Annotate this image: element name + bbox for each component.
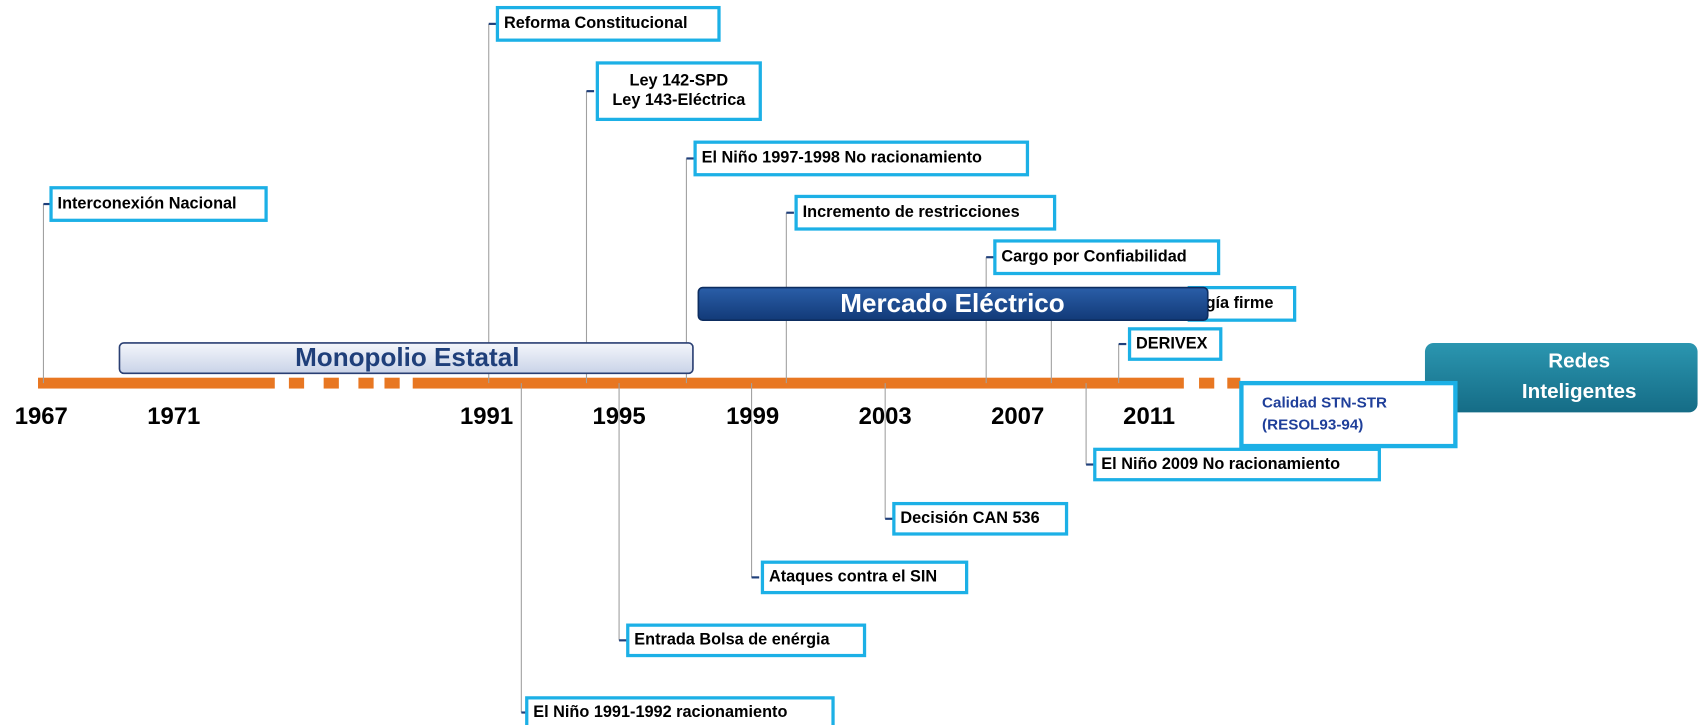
event-label: gía firme	[1206, 294, 1274, 312]
event-label: Ley 142-SPD	[630, 72, 729, 90]
period-label: Redes Inteligentes	[1522, 350, 1637, 403]
event-box	[993, 239, 1221, 276]
event-box	[760, 560, 969, 595]
event-label: Ley 143-Eléctrica	[612, 91, 746, 109]
period-label: Monopolio Estatal	[295, 342, 519, 372]
year-label: 2011	[1123, 403, 1175, 430]
event-box	[1093, 447, 1381, 482]
event-box	[1127, 327, 1223, 361]
event-label: Cargo por Confiabilidad	[1001, 248, 1186, 266]
period-bar	[118, 342, 694, 375]
event-label: El Niño 1991-1992 racionamiento	[533, 703, 787, 721]
event-box	[626, 623, 867, 658]
year-label: 1971	[147, 403, 200, 430]
event-box	[595, 61, 762, 122]
event-label: Reforma Constitucional	[504, 14, 688, 32]
event-box	[892, 501, 1069, 536]
period-bar	[697, 286, 1209, 321]
period-label: Mercado Eléctrico	[840, 288, 1064, 318]
note-box	[1239, 380, 1458, 449]
year-label: 2007	[991, 403, 1044, 430]
event-box	[693, 140, 1030, 177]
event-box	[495, 5, 721, 42]
axis	[38, 377, 1241, 389]
event-label: Decisión CAN 536	[900, 509, 1039, 527]
event-label: Interconexión Nacional	[58, 194, 237, 212]
event-label: Ataques contra el SIN	[769, 568, 937, 586]
note-label: (RESOL93-94)	[1262, 416, 1363, 433]
event-label: El Niño 1997-1998 No racionamiento	[702, 149, 982, 167]
year-label: 1991	[460, 403, 513, 430]
year-label: 1967	[15, 403, 68, 430]
event-box	[49, 186, 268, 222]
event-label: El Niño 2009 No racionamiento	[1101, 455, 1340, 473]
note-label: Calidad STN-STR	[1262, 395, 1387, 412]
period-bar	[1424, 342, 1698, 413]
event-box	[794, 194, 1057, 231]
event-label: DERIVEX	[1136, 334, 1208, 352]
event-label: Entrada Bolsa de enérgia	[634, 631, 830, 649]
year-label: 1999	[726, 403, 779, 430]
event-box	[525, 696, 835, 725]
event-label: Incremento de restricciones	[803, 203, 1020, 221]
